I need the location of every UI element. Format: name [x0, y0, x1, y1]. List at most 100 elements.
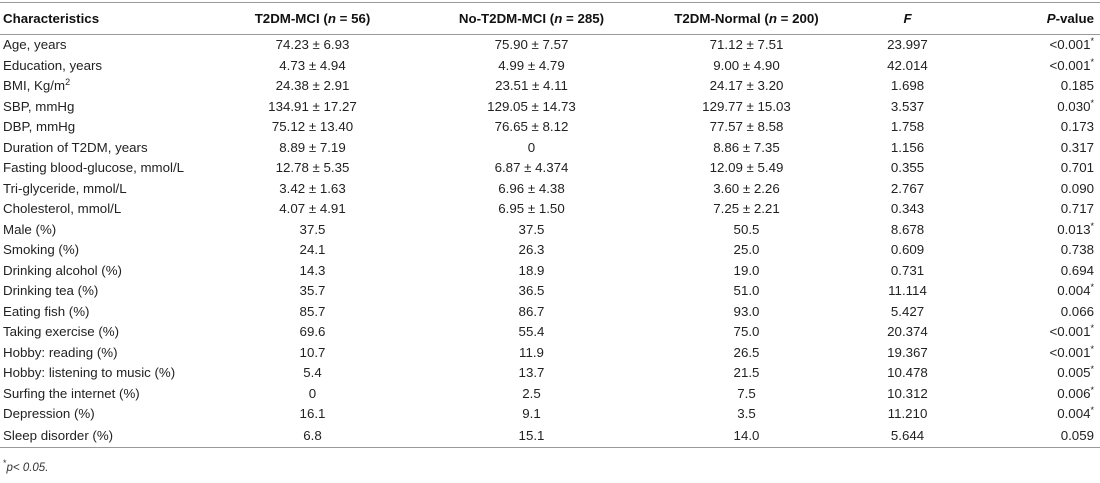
value-f: 8.678 — [890, 221, 925, 237]
row-label: Tri-glyceride, mmol/L — [3, 180, 127, 196]
row-label: Hobby: listening to music (%) — [3, 365, 176, 381]
value-f: 10.478 — [887, 365, 928, 381]
table-row: Male (%) 37.5 37.5 50.5 8.678 0.013* — [0, 220, 1100, 241]
value-p: 0.717 — [1060, 201, 1094, 217]
value-p: <0.001* — [1049, 36, 1094, 53]
value-no-t2dm-mci: 36.5 — [518, 283, 545, 299]
value-f: 42.014 — [887, 57, 928, 73]
value-f: 11.114 — [888, 283, 927, 299]
table-row: Cholesterol, mmol/L 4.07 ± 4.91 6.95 ± 1.5… — [0, 199, 1100, 220]
table-row: Eating fish (%) 85.7 86.7 93.0 5.427 0.066 — [0, 302, 1100, 323]
row-label: Surfing the internet (%) — [3, 385, 140, 401]
value-t2dm-mci: 4.07 ± 4.91 — [279, 201, 346, 217]
table-row: Education, years 4.73 ± 4.94 4.99 ± 4.79 9.… — [0, 56, 1100, 77]
value-f: 19.367 — [887, 344, 928, 360]
row-label: SBP, mmHg — [3, 98, 75, 114]
footnote: *p< 0.05. — [3, 458, 49, 475]
value-f: 0.343 — [890, 201, 925, 217]
value-p: <0.001* — [1049, 56, 1094, 73]
value-no-t2dm-mci: 6.87 ± 4.374 — [494, 160, 569, 176]
value-t2dm-normal: 77.57 ± 8.58 — [709, 119, 784, 135]
value-t2dm-normal: 7.5 — [737, 385, 756, 401]
value-t2dm-normal: 75.0 — [733, 324, 760, 340]
table-row: Age, years 74.23 ± 6.93 75.90 ± 7.57 71.12 … — [0, 35, 1100, 56]
value-t2dm-mci: 5.4 — [303, 365, 322, 381]
value-no-t2dm-mci: 23.51 ± 4.11 — [495, 78, 568, 94]
header-t2dm-normal: T2DM-Normal (n = 200) — [648, 2, 845, 35]
header-f: F — [845, 2, 970, 35]
value-t2dm-mci: 69.6 — [299, 324, 326, 340]
row-label: Eating fish (%) — [3, 303, 90, 319]
value-no-t2dm-mci: 75.90 ± 7.57 — [494, 37, 569, 53]
value-no-t2dm-mci: 129.05 ± 14.73 — [487, 98, 576, 114]
value-t2dm-mci: 24.38 ± 2.91 — [275, 78, 350, 94]
value-t2dm-normal: 14.0 — [648, 424, 845, 448]
value-t2dm-normal: 24.17 ± 3.20 — [709, 78, 784, 94]
value-p: <0.001* — [1049, 343, 1094, 360]
header-t2dm-mci: T2DM-MCI (n = 56) — [210, 2, 415, 35]
table-row: Drinking alcohol (%) 14.3 18.9 19.0 0.731 0.6… — [0, 261, 1100, 282]
value-no-t2dm-mci: 37.5 — [518, 221, 545, 237]
value-f: 1.156 — [890, 139, 925, 155]
value-f: 0.731 — [890, 262, 925, 278]
value-p: 0.030* — [1057, 97, 1094, 114]
value-f: 2.767 — [890, 180, 925, 196]
row-label: Drinking tea (%) — [3, 283, 99, 299]
value-t2dm-mci: 12.78 ± 5.35 — [275, 160, 350, 176]
value-p: 0.004* — [1057, 282, 1094, 299]
row-label: Taking exercise (%) — [3, 324, 120, 340]
row-label: Age, years — [3, 37, 67, 53]
value-no-t2dm-mci: 86.7 — [518, 303, 545, 319]
row-label: Sleep disorder (%) — [0, 424, 210, 448]
table-row: Drinking tea (%) 35.7 36.5 51.0 11.114 0.004* — [0, 281, 1100, 302]
table-row: BMI, Kg/m2 24.38 ± 2.91 23.51 ± 4.11 24.17 … — [0, 76, 1100, 97]
value-t2dm-normal: 25.0 — [733, 242, 760, 258]
row-label: DBP, mmHg — [3, 119, 76, 135]
row-label: Duration of T2DM, years — [3, 139, 148, 155]
value-no-t2dm-mci: 6.95 ± 1.50 — [498, 201, 565, 217]
table-row: Tri-glyceride, mmol/L 3.42 ± 1.63 6.96 ± 4… — [0, 179, 1100, 200]
value-t2dm-mci: 75.12 ± 13.40 — [271, 119, 354, 135]
value-p: 0.185 — [1060, 78, 1094, 94]
value-p: 0.059 — [970, 424, 1100, 448]
value-t2dm-normal: 129.77 ± 15.03 — [702, 98, 791, 114]
value-p: 0.694 — [1060, 262, 1094, 278]
row-label: Hobby: reading (%) — [3, 344, 118, 360]
row-label: Cholesterol, mmol/L — [3, 201, 122, 217]
value-f: 11.210 — [887, 406, 928, 422]
value-t2dm-normal: 19.0 — [733, 262, 760, 278]
value-t2dm-mci: 35.7 — [299, 283, 326, 299]
value-f: 0.609 — [890, 242, 925, 258]
value-t2dm-normal: 12.09 ± 5.49 — [709, 160, 784, 176]
value-t2dm-mci: 14.3 — [299, 262, 326, 278]
table-row: Surfing the internet (%) 0 2.5 7.5 10.312 0.0… — [0, 384, 1100, 405]
value-p: 0.006* — [1057, 384, 1094, 401]
value-no-t2dm-mci: 4.99 ± 4.79 — [498, 57, 565, 73]
value-p: 0.005* — [1057, 364, 1094, 381]
value-t2dm-normal: 8.86 ± 7.35 — [713, 139, 780, 155]
value-t2dm-normal: 51.0 — [733, 283, 760, 299]
value-p: 0.090 — [1060, 180, 1094, 196]
value-no-t2dm-mci: 55.4 — [518, 324, 545, 340]
row-label: Male (%) — [3, 221, 57, 237]
value-p: 0.173 — [1060, 119, 1094, 135]
value-t2dm-mci: 134.91 ± 17.27 — [268, 98, 357, 114]
value-no-t2dm-mci: 0 — [527, 139, 536, 155]
row-label: Drinking alcohol (%) — [3, 262, 122, 278]
row-label: Smoking (%) — [3, 242, 80, 258]
table-row: DBP, mmHg 75.12 ± 13.40 76.65 ± 8.12 77.57 … — [0, 117, 1100, 138]
value-t2dm-normal: 50.5 — [733, 221, 760, 237]
table-row: Hobby: listening to music (%) 5.4 13.7 21.5… — [0, 363, 1100, 384]
value-f: 3.537 — [890, 98, 925, 114]
value-p: 0.066 — [1060, 303, 1094, 319]
table-row: Smoking (%) 24.1 26.3 25.0 0.609 0.738 — [0, 240, 1100, 261]
value-t2dm-normal: 21.5 — [733, 365, 760, 381]
value-p: 0.013* — [1057, 220, 1094, 237]
table-row: SBP, mmHg 134.91 ± 17.27 129.05 ± 14.73 129… — [0, 97, 1100, 118]
value-no-t2dm-mci: 13.7 — [518, 365, 545, 381]
value-t2dm-normal: 93.0 — [733, 303, 760, 319]
value-t2dm-mci: 6.8 — [210, 424, 415, 448]
value-no-t2dm-mci: 2.5 — [522, 385, 541, 401]
table-row: Depression (%) 16.1 9.1 3.5 11.210 0.004* — [0, 404, 1100, 425]
value-f: 1.698 — [890, 78, 925, 94]
